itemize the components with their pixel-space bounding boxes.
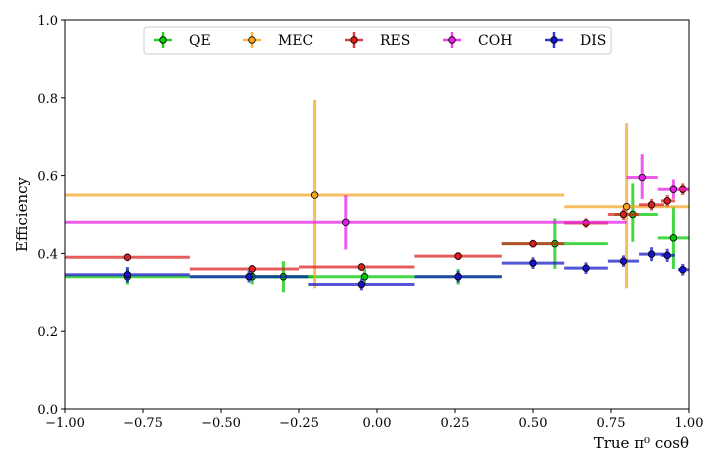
dis-marker: [245, 273, 253, 281]
y-tick-label: 0.0: [37, 403, 58, 418]
legend-dis-marker: [550, 36, 558, 44]
legend-res-label: RES: [380, 33, 410, 49]
series-dis: [65, 247, 689, 291]
legend-coh-label: COH: [478, 33, 512, 49]
x-tick-label: 0.00: [363, 416, 392, 431]
legend-box: [143, 26, 612, 55]
dis-marker: [679, 266, 687, 274]
dis-marker: [582, 264, 590, 272]
y-tick-label: 1.0: [37, 14, 58, 29]
res-marker: [357, 263, 366, 271]
legend-res-marker: [350, 36, 358, 44]
x-tick-label: 0.50: [519, 416, 548, 431]
qe-marker: [360, 273, 369, 281]
legend-entry-mec: MEC: [243, 32, 313, 49]
legend-entry-qe: QE: [154, 32, 211, 49]
dis-marker: [529, 259, 537, 267]
legend-qe-label: QE: [189, 33, 211, 49]
series-mec: [65, 99, 689, 289]
legend-mec-marker: [248, 36, 256, 44]
res-marker: [454, 252, 462, 260]
x-tick-label: −0.25: [279, 416, 319, 431]
coh-marker: [669, 185, 678, 193]
y-tick-label: 0.8: [37, 92, 58, 107]
qe-marker: [669, 234, 678, 242]
dis-marker: [663, 251, 671, 260]
dis-marker: [123, 271, 132, 279]
res-marker: [619, 210, 628, 219]
y-tick-label: 0.6: [37, 170, 58, 185]
dis-marker: [647, 250, 656, 258]
mec-marker: [310, 191, 319, 199]
dis-marker: [454, 273, 462, 281]
res-marker: [663, 197, 671, 205]
coh-marker: [638, 173, 646, 182]
x-tick-label: 0.75: [597, 416, 626, 431]
legend-qe-marker: [159, 36, 167, 44]
plot-frame: [64, 19, 690, 410]
series-coh: [65, 154, 689, 250]
res-marker: [529, 239, 537, 248]
legend-entry-coh: COH: [443, 32, 512, 49]
res-point: [299, 263, 415, 271]
x-tick-label: −0.50: [201, 416, 241, 431]
series-res: [65, 183, 689, 273]
series-layer: [65, 99, 689, 293]
legend-entry-dis: DIS: [545, 32, 606, 49]
y-tick-label: 0.2: [37, 325, 58, 340]
legend-mec-label: MEC: [278, 33, 313, 49]
legend-coh-marker: [448, 36, 456, 44]
res-marker: [647, 201, 656, 209]
res-marker: [123, 253, 132, 261]
x-tick-label: −1.00: [45, 416, 85, 431]
x-axis-label: True π⁰ cosθ: [594, 434, 689, 452]
y-axis-label: Efficiency: [13, 176, 31, 252]
dis-marker: [357, 280, 366, 289]
legend-entry-res: RES: [345, 32, 410, 49]
res-marker: [248, 265, 256, 273]
y-tick-label: 0.4: [37, 247, 58, 262]
mec-marker: [622, 203, 631, 211]
legend: QE MEC RES COH DIS: [143, 26, 612, 55]
legend-dis-label: DIS: [580, 33, 606, 49]
x-tick-label: −0.75: [123, 416, 163, 431]
x-tick-label: 1.00: [675, 416, 704, 431]
dis-marker: [619, 257, 628, 265]
coh-marker: [342, 218, 350, 226]
x-tick-label: 0.25: [441, 416, 470, 431]
ticks-layer: −1.00 −0.75 −0.50 −0.25 0.00 0.25 0.50 0.75 1.00…: [37, 14, 703, 431]
